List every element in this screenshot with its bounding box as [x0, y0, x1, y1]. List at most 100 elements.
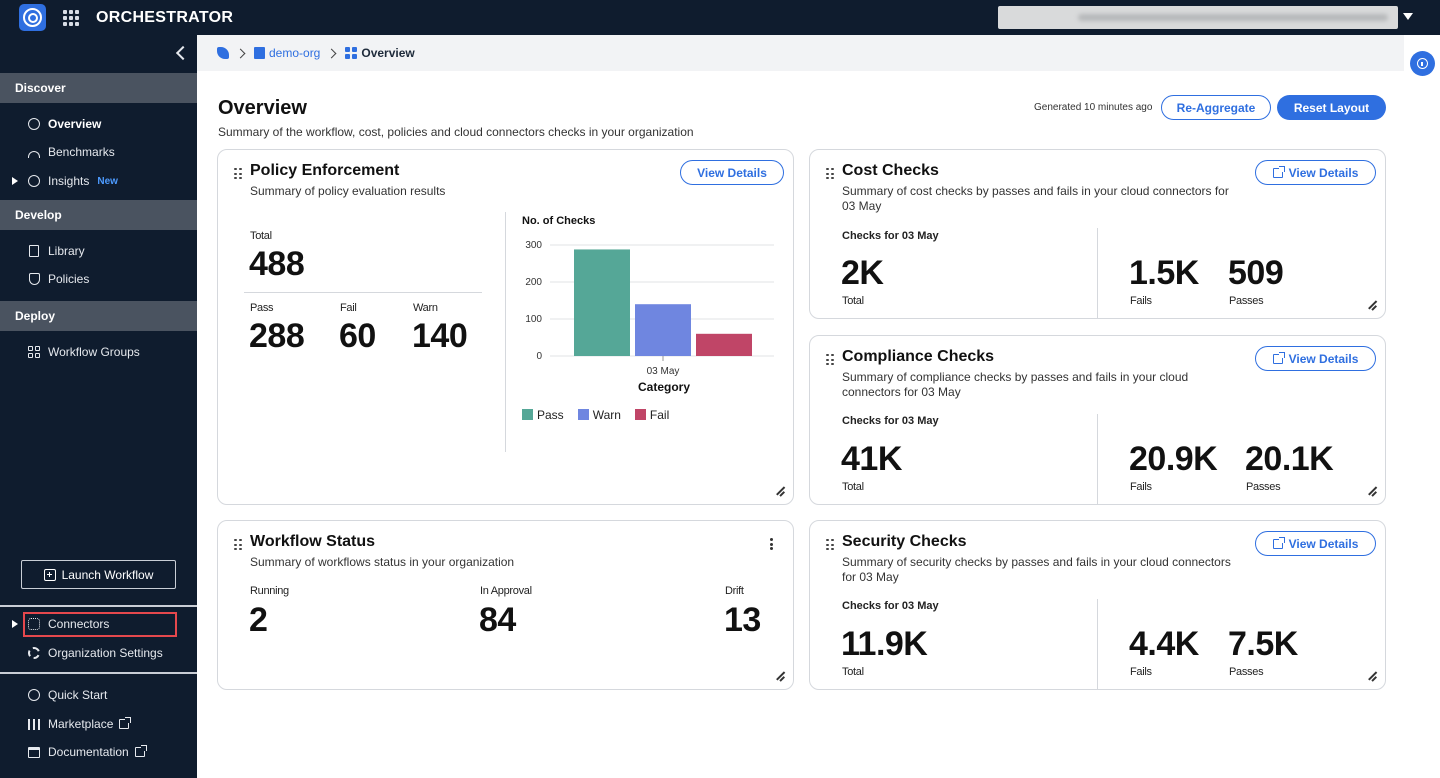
external-link-icon	[1272, 536, 1285, 549]
card-subtitle: Summary of security checks by passes and…	[842, 555, 1231, 584]
resize-handle-icon[interactable]	[1367, 486, 1377, 496]
user-menu-label	[1078, 14, 1388, 21]
checks-date-label: Checks for 03 May	[842, 415, 939, 427]
legend-label: Fail	[649, 408, 670, 422]
in-approval-label: In Approval	[480, 585, 532, 597]
sidebar-item-benchmarks[interactable]: Benchmarks	[0, 140, 197, 164]
legend-item-pass[interactable]: Pass	[522, 408, 564, 422]
pass-value: 288	[249, 317, 305, 355]
workflow-groups-icon	[27, 345, 41, 359]
drag-handle-icon[interactable]	[826, 168, 834, 180]
fails-value: 20.9K	[1129, 440, 1218, 478]
passes-label: Passes	[1246, 481, 1281, 493]
rocket-icon[interactable]	[217, 47, 229, 59]
external-link-icon	[119, 717, 132, 729]
warn-value: 140	[412, 317, 468, 355]
info-icon[interactable]	[1410, 51, 1435, 76]
expand-arrow-icon[interactable]	[12, 620, 18, 628]
divider	[1097, 228, 1098, 318]
view-details-button[interactable]: View Details	[680, 160, 784, 185]
bar-pass	[574, 249, 630, 356]
sidebar-item-workflow-groups[interactable]: Workflow Groups	[0, 340, 197, 364]
cost-checks-card: Cost Checks Summary of cost checks by pa…	[809, 149, 1386, 319]
app-switcher-icon[interactable]	[63, 9, 79, 26]
page-subtitle: Summary of the workflow, cost, policies …	[218, 125, 694, 139]
sidebar-item-overview[interactable]: Overview	[0, 112, 197, 136]
resize-handle-icon[interactable]	[1367, 671, 1377, 681]
sidebar-item-quick-start[interactable]: Quick Start	[0, 683, 197, 707]
drag-handle-icon[interactable]	[234, 539, 242, 551]
card-subtitle: Summary of policy evaluation results	[250, 184, 446, 198]
security-checks-card: Security Checks Summary of security chec…	[809, 520, 1386, 690]
chart-x-axis: 03 May	[647, 356, 679, 377]
card-title: Compliance Checks	[842, 348, 995, 365]
sidebar-item-label: Policies	[48, 272, 90, 286]
drag-handle-icon[interactable]	[826, 354, 834, 366]
resize-handle-icon[interactable]	[1367, 300, 1377, 310]
app-logo-icon[interactable]	[19, 4, 46, 31]
legend-label: Warn	[592, 408, 621, 422]
workflow-status-card: Workflow Status Summary of workflows sta…	[217, 520, 794, 690]
insights-icon	[27, 174, 41, 188]
legend-label: Pass	[537, 408, 564, 422]
drag-handle-icon[interactable]	[234, 168, 242, 180]
book-icon	[27, 244, 41, 258]
gauge-icon	[27, 145, 41, 159]
more-options-icon[interactable]	[770, 538, 773, 550]
user-menu[interactable]	[998, 6, 1398, 29]
app-title: ORCHESTRATOR	[96, 8, 234, 26]
collapse-sidebar-icon[interactable]	[175, 46, 187, 60]
chart-x-label: Category	[638, 380, 690, 394]
sidebar-item-marketplace[interactable]: Marketplace	[0, 712, 197, 736]
quick-start-icon	[27, 688, 41, 702]
policy-chart: No. of Checks 0 100 200 300 03 May Category	[522, 215, 774, 394]
drag-handle-icon[interactable]	[826, 539, 834, 551]
chevron-right-icon	[326, 48, 337, 58]
compliance-checks-card: Compliance Checks Summary of compliance …	[809, 335, 1386, 505]
warn-label: Warn	[413, 302, 438, 314]
expand-arrow-icon[interactable]	[12, 177, 18, 185]
view-details-button[interactable]: View Details	[1255, 346, 1376, 371]
passes-label: Passes	[1229, 666, 1264, 678]
reaggregate-button[interactable]: Re-Aggregate	[1161, 95, 1271, 120]
sidebar-item-documentation[interactable]: Documentation	[0, 740, 197, 764]
card-subtitle: Summary of workflows status in your orga…	[250, 555, 515, 569]
breadcrumb-org-link[interactable]: demo-org	[269, 46, 321, 60]
divider	[244, 292, 482, 293]
external-link-icon	[134, 745, 147, 757]
external-link-icon	[1272, 351, 1285, 364]
view-details-label: View Details	[1288, 351, 1359, 366]
bar-warn	[635, 304, 691, 356]
total-label: Total	[842, 295, 864, 307]
legend-item-fail[interactable]: Fail	[634, 408, 670, 422]
sidebar-item-label: Organization Settings	[48, 646, 163, 660]
y-tick-label: 0	[536, 351, 542, 362]
y-tick-label: 100	[525, 314, 542, 325]
sidebar-item-policies[interactable]: Policies	[0, 267, 197, 291]
sidebar-item-connectors[interactable]: Connectors	[0, 612, 197, 636]
view-details-button[interactable]: View Details	[1255, 160, 1376, 185]
sidebar-item-label: Library	[48, 244, 85, 258]
chevron-down-icon[interactable]	[1403, 13, 1413, 20]
resize-handle-icon[interactable]	[775, 671, 785, 681]
sidebar-item-library[interactable]: Library	[0, 239, 197, 263]
reset-layout-button[interactable]: Reset Layout	[1277, 95, 1386, 120]
sidebar-item-insights[interactable]: Insights New	[0, 169, 197, 193]
section-deploy: Deploy	[0, 301, 197, 331]
card-title: Policy Enforcement	[250, 162, 400, 179]
drift-value: 13	[724, 601, 761, 639]
top-bar: ORCHESTRATOR	[0, 0, 1440, 35]
passes-value: 7.5K	[1228, 625, 1298, 663]
launch-workflow-button[interactable]: Launch Workflow	[21, 560, 176, 589]
chart-legend: Pass Warn Fail	[522, 408, 669, 422]
sidebar-item-organization-settings[interactable]: Organization Settings	[0, 641, 197, 665]
legend-item-warn[interactable]: Warn	[577, 408, 621, 422]
sidebar-item-label: Workflow Groups	[48, 345, 140, 359]
view-details-button[interactable]: View Details	[1255, 531, 1376, 556]
dashboard-icon	[345, 47, 358, 59]
external-link-icon	[1272, 165, 1285, 178]
fail-label: Fail	[340, 302, 357, 314]
breadcrumb-current: Overview	[361, 46, 415, 60]
fails-label: Fails	[1130, 481, 1152, 493]
resize-handle-icon[interactable]	[775, 486, 785, 496]
